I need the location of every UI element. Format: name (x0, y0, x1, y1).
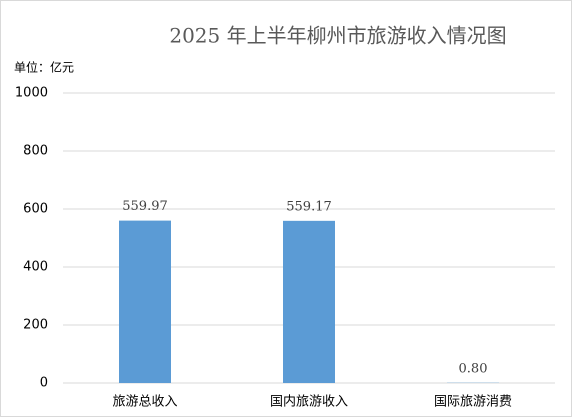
x-tick-label: 旅游总收入 (112, 395, 177, 410)
y-tick-label: 200 (23, 318, 48, 333)
value-label: 559.97 (122, 199, 168, 214)
y-tick-label: 1000 (15, 86, 48, 101)
value-label: 559.17 (286, 199, 332, 214)
unit-label: 单位：亿元 (14, 60, 74, 75)
chart-title: 2025 年上半年柳州市旅游收入情况图 (169, 24, 506, 48)
y-tick-label: 400 (23, 260, 48, 275)
x-tick-label: 国内旅游收入 (270, 394, 348, 410)
bar (119, 220, 171, 383)
value-label: 0.80 (459, 361, 488, 376)
x-tick-label: 国际旅游消费 (434, 395, 512, 410)
y-tick-label: 800 (23, 144, 48, 159)
y-tick-label: 0 (40, 376, 48, 391)
y-tick-label: 600 (23, 202, 48, 217)
bar (283, 220, 335, 383)
